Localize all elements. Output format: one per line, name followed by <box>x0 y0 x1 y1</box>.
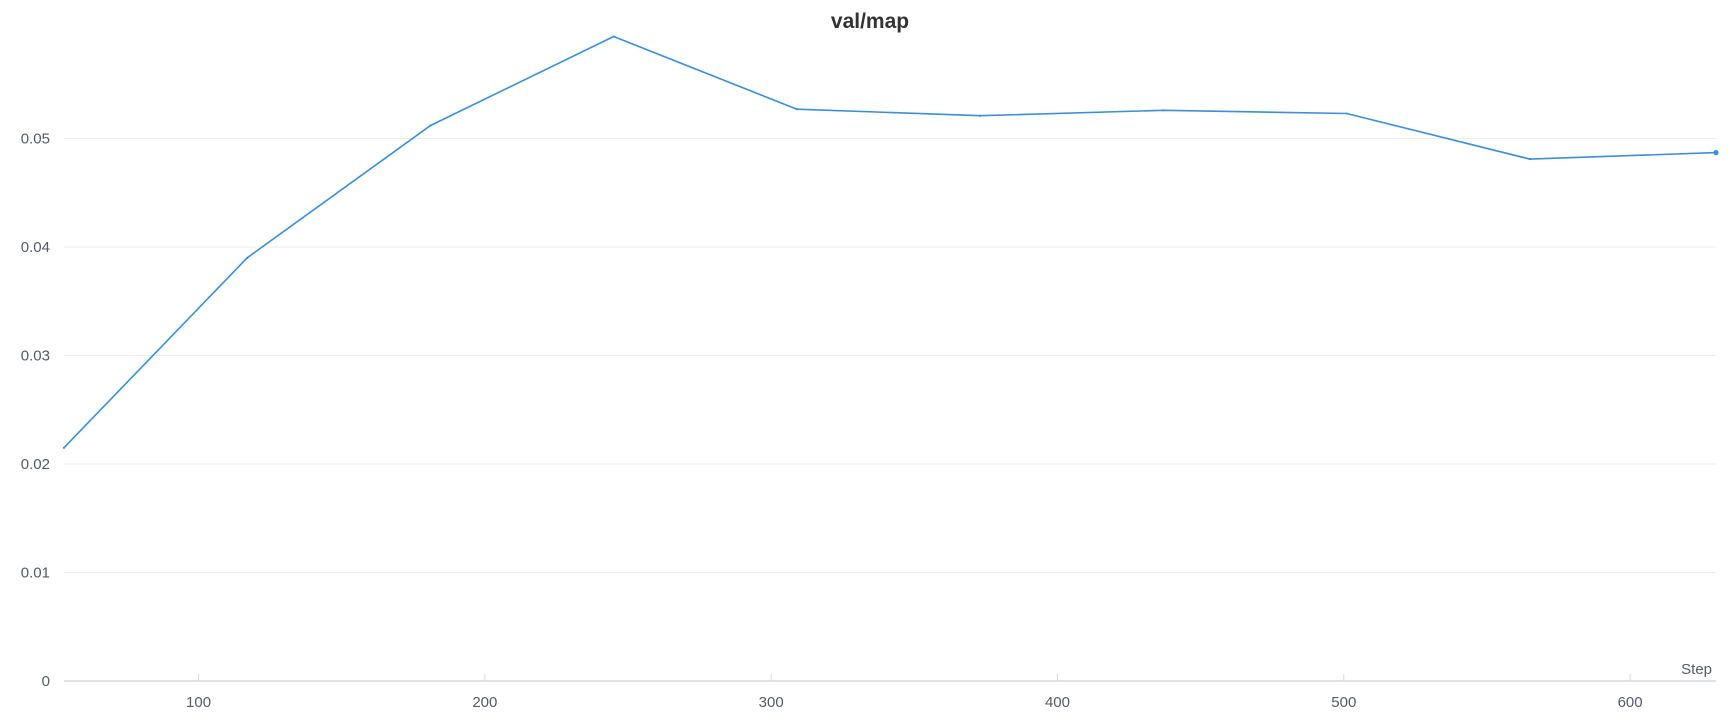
series-line <box>63 35 1717 449</box>
x-tick-label: 100 <box>186 694 211 711</box>
y-tick-label: 0 <box>42 673 50 690</box>
x-tick-label: 400 <box>1045 694 1070 711</box>
x-axis-label: Step <box>1681 661 1712 678</box>
data-point <box>62 446 66 449</box>
data-point <box>429 124 432 127</box>
y-tick-label: 0.04 <box>21 239 50 256</box>
series-layer <box>62 35 1719 449</box>
data-point <box>1713 150 1719 156</box>
data-point <box>1345 112 1348 115</box>
x-tick-label: 200 <box>472 694 497 711</box>
chart-title: val/map <box>830 10 910 33</box>
data-point <box>979 114 982 117</box>
axis-layer: 0 0.01 0.02 0.03 0.04 0.05 100 200 300 400 500 600 S… <box>21 131 1716 711</box>
data-point <box>1162 109 1165 112</box>
y-tick-label: 0.01 <box>21 565 50 582</box>
x-tick-label: 500 <box>1331 694 1356 711</box>
data-point <box>612 35 615 38</box>
data-point <box>795 108 799 111</box>
x-tick-label: 300 <box>759 694 784 711</box>
x-tick-label: 600 <box>1618 694 1643 711</box>
grid-layer <box>64 138 1716 573</box>
y-tick-label: 0.03 <box>21 348 50 365</box>
y-tick-label: 0.02 <box>21 456 50 473</box>
y-tick-label: 0.05 <box>21 131 50 148</box>
data-point <box>246 256 249 259</box>
data-point <box>1528 158 1531 161</box>
